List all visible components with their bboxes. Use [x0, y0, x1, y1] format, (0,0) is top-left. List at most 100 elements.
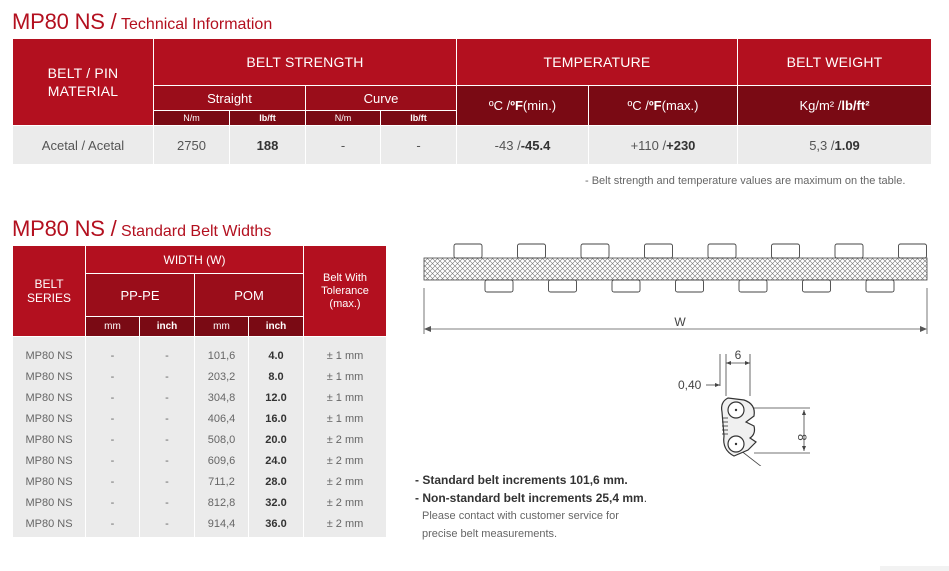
cell-series: MP80 NS — [25, 434, 73, 446]
cell-tol: ± 2 mm — [326, 434, 364, 446]
title-series: MP80 NS / — [12, 9, 117, 34]
col-divider — [303, 337, 304, 537]
cell-pom-inch: 28.0 — [265, 476, 287, 488]
cell-straight-nm: 2750 — [154, 126, 229, 164]
header-curve: Curve — [306, 86, 456, 110]
belt-top-tooth — [707, 243, 737, 259]
belt-top-tooth — [644, 243, 673, 259]
cell-series: MP80 NS — [25, 455, 73, 467]
header-tolerance: Belt With Tolerance (max.) — [304, 246, 386, 336]
belt-bottom-tooth — [548, 279, 577, 293]
contact-note-line1: Please contact with customer service for — [422, 510, 619, 522]
cell-pp-mm: - — [110, 455, 115, 467]
cell-tol: ± 2 mm — [326, 518, 364, 530]
header-temp-min: ºC / ºF (min.) — [457, 86, 588, 125]
header-temperature: TEMPERATURE — [457, 39, 737, 85]
belt-top-tooth — [898, 243, 927, 259]
dim-height: 8 — [795, 434, 809, 441]
cell-pp-mm: - — [110, 518, 115, 530]
cell-pp-mm: - — [110, 497, 115, 509]
cell-pom-inch: 4.0 — [268, 350, 284, 362]
title-subtitle: Technical Information — [121, 16, 273, 33]
unit-straight-nm: N/m — [154, 111, 229, 125]
header-belt-weight: BELT WEIGHT — [738, 39, 931, 85]
cell-pp-inch: - — [165, 413, 169, 425]
header-pp-pe: PP-PE — [86, 274, 194, 316]
cell-temp-min: -43 / -45.4 — [457, 126, 588, 164]
link-detail-drawing: 6 0,40 8 Ø3 — [678, 348, 810, 466]
belt-body — [423, 243, 928, 293]
cell-pp-mm: - — [110, 476, 115, 488]
unit-curve-nm: N/m — [306, 111, 380, 125]
belt-bottom-tooth — [675, 279, 704, 293]
contact-note-line2: precise belt measurements. — [422, 528, 558, 540]
std-increment-note: - Standard belt increments 101,6 mm. — [415, 473, 628, 487]
belt-band — [423, 257, 928, 281]
unit-straight-lbft: lb/ft — [230, 111, 305, 125]
unit-pp-mm: mm — [86, 317, 139, 336]
cell-pom-inch: 36.0 — [265, 518, 287, 530]
increment-notes: - Standard belt increments 101,6 mm. - N… — [415, 471, 647, 543]
cell-pom-mm: 609,6 — [207, 455, 236, 467]
belt-top-tooth — [834, 243, 864, 259]
cell-pp-inch: - — [165, 392, 169, 404]
arrow-right-icon — [920, 326, 927, 332]
header-weight-unit: Kg/m² / lb/ft² — [738, 86, 931, 125]
header-temp-max: ºC / ºF (max.) — [589, 86, 737, 125]
cell-series: MP80 NS — [25, 371, 73, 383]
cell-pom-mm: 812,8 — [207, 497, 236, 509]
cell-pom-inch: 16.0 — [265, 413, 287, 425]
col-divider — [248, 337, 249, 537]
belt-widths-title: MP80 NS / Standard Belt Widths — [12, 216, 271, 242]
cell-pp-mm: - — [110, 413, 115, 425]
cell-tol: ± 2 mm — [326, 455, 364, 467]
technical-note: - Belt strength and temperature values a… — [585, 175, 906, 187]
cell-pp-inch: - — [165, 455, 169, 467]
arrow-icon — [726, 361, 731, 365]
header-material: BELT / PIN MATERIAL — [13, 39, 153, 125]
cell-tol: ± 2 mm — [326, 476, 364, 488]
belt-profile-drawing: W — [423, 243, 928, 334]
cell-pp-inch: - — [165, 434, 169, 446]
cell-pp-inch: - — [165, 350, 169, 362]
cell-pom-mm: 711,2 — [208, 476, 235, 488]
nonstd-increment-note: - Non-standard belt increments 25,4 mm. — [415, 491, 648, 505]
cell-tol: ± 1 mm — [326, 392, 364, 404]
link-body — [721, 397, 757, 457]
cell-pom-mm: 304,8 — [207, 392, 236, 404]
cell-pp-inch: - — [165, 371, 169, 383]
unit-curve-lbft: lb/ft — [381, 111, 456, 125]
cell-pom-mm: 203,2 — [207, 371, 236, 383]
col-divider — [139, 337, 140, 537]
cell-pp-mm: - — [110, 350, 115, 362]
header-straight: Straight — [154, 86, 305, 110]
belt-bottom-tooth — [738, 279, 768, 293]
table-body-bg — [13, 337, 386, 537]
belt-bottom-tooth — [611, 279, 641, 293]
cell-pom-inch: 8.0 — [268, 371, 284, 383]
cell-curve-lbft: - — [381, 126, 456, 164]
cell-curve-nm: - — [306, 126, 380, 164]
cell-series: MP80 NS — [25, 518, 73, 530]
cell-tol: ± 1 mm — [326, 371, 364, 383]
cell-temp-max: +110 / +230 — [589, 126, 737, 164]
belt-top-tooth — [453, 243, 483, 259]
cell-pp-mm: - — [110, 371, 115, 383]
arrow-icon — [802, 410, 806, 415]
belt-top-tooth — [517, 243, 546, 259]
arrow-left-icon — [424, 326, 431, 332]
cell-series: MP80 NS — [25, 476, 73, 488]
w-label: W — [674, 315, 686, 329]
cell-weight: 5,3 / 1.09 — [738, 126, 931, 164]
cell-pom-mm: 406,4 — [207, 413, 236, 425]
cell-pp-inch: - — [165, 476, 169, 488]
title-subtitle: Standard Belt Widths — [121, 223, 272, 240]
cell-pom-mm: 508,0 — [207, 434, 236, 446]
cell-pom-inch: 32.0 — [265, 497, 287, 509]
col-divider — [85, 337, 86, 537]
unit-pom-mm: mm — [195, 317, 248, 336]
cell-pp-mm: - — [110, 434, 115, 446]
belt-top-tooth — [771, 243, 800, 259]
cell-series: MP80 NS — [25, 413, 73, 425]
cell-pp-inch: - — [165, 497, 169, 509]
